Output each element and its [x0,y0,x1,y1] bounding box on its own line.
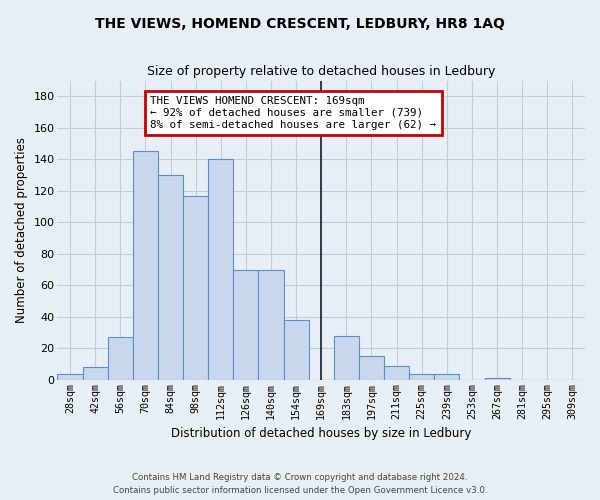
Title: Size of property relative to detached houses in Ledbury: Size of property relative to detached ho… [147,65,496,78]
Bar [83,368,108,380]
Bar [208,160,233,380]
Bar [233,270,259,380]
Bar [284,320,308,380]
Bar [359,356,384,380]
Text: Contains HM Land Registry data © Crown copyright and database right 2024.
Contai: Contains HM Land Registry data © Crown c… [113,474,487,495]
Bar [133,152,158,380]
Bar [334,336,359,380]
Bar [384,366,409,380]
Text: THE VIEWS HOMEND CRESCENT: 169sqm
← 92% of detached houses are smaller (739)
8% : THE VIEWS HOMEND CRESCENT: 169sqm ← 92% … [151,96,436,130]
Bar [183,196,208,380]
X-axis label: Distribution of detached houses by size in Ledbury: Distribution of detached houses by size … [171,427,472,440]
Text: THE VIEWS, HOMEND CRESCENT, LEDBURY, HR8 1AQ: THE VIEWS, HOMEND CRESCENT, LEDBURY, HR8… [95,18,505,32]
Bar [58,374,83,380]
Bar [434,374,460,380]
Bar [158,175,183,380]
Bar [259,270,284,380]
Bar [485,378,509,380]
Bar [108,338,133,380]
Bar [409,374,434,380]
Y-axis label: Number of detached properties: Number of detached properties [15,137,28,323]
